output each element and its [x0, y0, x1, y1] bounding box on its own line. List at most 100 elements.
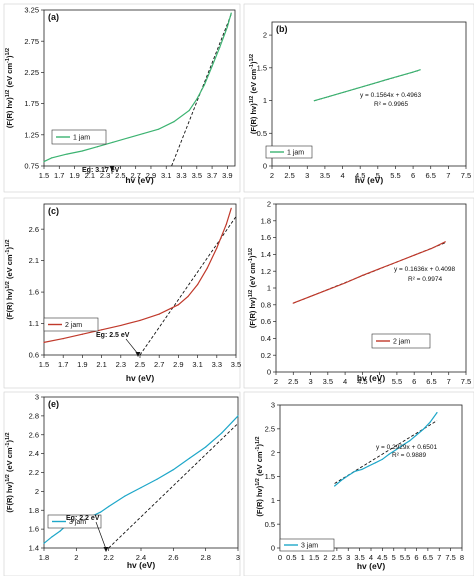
x-tick-label: 6 — [414, 553, 418, 562]
y-tick-label: 1.4 — [261, 250, 271, 259]
x-tick-label: 3.5 — [323, 377, 333, 386]
y-axis-label: (F(R) hv)1/2 (eV cm-1)1/2 — [255, 436, 264, 516]
x-tick-label: 3.5 — [320, 171, 330, 180]
y-tick-label: 1.2 — [261, 267, 271, 276]
data-point — [374, 462, 377, 464]
data-point — [429, 421, 431, 423]
x-tick-label: 5.5 — [400, 553, 410, 562]
chart-panel-6: 0 0.5 1 1.5 2 2.5 3 3.5 4 4.5 5 5.5 6 6.5 7 7.5 8 0 0.5 1 1.… — [243, 391, 474, 576]
data-point — [142, 132, 144, 135]
x-tick-label: 5 — [378, 377, 382, 386]
y-tick-label: 0 — [267, 368, 271, 377]
legend-box — [47, 514, 102, 529]
data-point — [341, 91, 344, 94]
x-tick-label: 2.5 — [332, 553, 342, 562]
legend-label: 1 jam — [73, 135, 90, 142]
x-tick-label: 1.5 — [309, 553, 319, 562]
data-point — [108, 505, 110, 508]
x-tick-label: 2 — [274, 377, 278, 386]
x-tick-label: 1.9 — [69, 171, 79, 180]
data-point — [340, 479, 343, 481]
data-point — [177, 304, 179, 306]
y-axis-label: (F(R) hv)1/2 (eV cm-1)1/2 — [249, 54, 258, 134]
data-point — [422, 428, 424, 430]
data-point — [112, 141, 114, 143]
data-point — [237, 415, 239, 417]
legend-box — [265, 145, 313, 159]
data-point — [196, 98, 198, 100]
data-point — [313, 100, 315, 102]
data-point — [415, 434, 418, 436]
chart-panel-4: 2 2.5 3 3.5 4 4.5 5 5.5 6 6.5 7 7.5 0 0.2 0.4 0.6 0.8 1 1.… — [243, 197, 474, 389]
y-tick-label: 2 — [267, 200, 271, 209]
bandgap-annotation: Eg: 2.5 eV — [96, 332, 130, 339]
data-point — [140, 487, 142, 489]
y-tick-label: 1.5 — [257, 63, 267, 72]
x-tick-label: 5.5 — [390, 171, 400, 180]
x-tick-label: 6.5 — [426, 377, 436, 386]
data-point — [139, 319, 141, 321]
data-point — [395, 449, 397, 451]
bandgap-annotation: Eg: 2.2 eV — [66, 515, 100, 522]
data-point — [444, 241, 446, 243]
x-tick-label: 4.5 — [377, 553, 387, 562]
y-tick-label: 0.75 — [24, 162, 39, 171]
data-point — [370, 83, 372, 85]
x-tick-label: 2.7 — [130, 171, 140, 180]
data-point — [430, 247, 433, 250]
legend-label: 2 jam — [65, 322, 82, 329]
x-axis-label: hv (eV) — [357, 373, 386, 383]
y-tick-label: 1 — [271, 496, 275, 505]
y-tick-label: 2.2 — [29, 468, 39, 477]
x-tick-label: 2.8 — [200, 553, 210, 562]
y-axis-label: (F(R) hv)1/2 (eV cm-1)1/2 — [5, 432, 14, 512]
y-tick-label: 2.5 — [265, 424, 275, 433]
data-point — [347, 474, 349, 477]
x-tick-label: 2.5 — [288, 377, 298, 386]
y-tick-label: 0 — [271, 544, 275, 553]
legend-label: 3 jam — [301, 543, 318, 550]
y-tick-label: 1.6 — [29, 525, 39, 534]
x-tick-label: 2.9 — [173, 360, 183, 369]
x-tick-label: 3 — [346, 553, 350, 562]
x-tick-label: 1.7 — [54, 171, 64, 180]
x-tick-label: 5 — [392, 553, 396, 562]
data-point — [99, 511, 102, 513]
annotation-arrowhead — [103, 547, 109, 552]
data-point — [230, 207, 232, 210]
x-tick-label: 2.5 — [115, 171, 125, 180]
y-tick-label: 1.1 — [29, 319, 39, 328]
x-tick-label: 1.5 — [39, 171, 49, 180]
data-point — [381, 458, 383, 460]
bandgap-annotation: Eg: 3.17 eV — [82, 167, 120, 174]
x-axis-label: hv (eV) — [357, 561, 386, 571]
x-tick-label: 2.2 — [103, 553, 113, 562]
x-tick-label: 8 — [460, 553, 464, 562]
x-tick-label: 0 — [278, 553, 282, 562]
y-tick-label: 2.1 — [29, 256, 39, 265]
data-point — [412, 71, 414, 73]
chart-panel-1: 1.5 1.7 1.9 2.1 2.3 2.5 2.7 2.9 3.1 3.3 3.5 3.7 3.9 0… — [3, 3, 241, 193]
x-tick-label: 3.1 — [161, 171, 171, 180]
x-tick-label: 2.3 — [116, 360, 126, 369]
x-tick-label: 7.5 — [461, 377, 471, 386]
legend-label: 2 jam — [393, 339, 410, 346]
annotation-arrowhead — [109, 166, 115, 171]
x-tick-label: 2.3 — [100, 171, 110, 180]
panel-label: (e) — [48, 399, 59, 409]
annotation-arrow — [95, 521, 107, 550]
fit-equation: y = 0.1636x + 0.4098 — [394, 266, 455, 273]
series-line — [43, 208, 232, 343]
x-tick-label: 4 — [369, 553, 373, 562]
data-point — [292, 302, 294, 304]
y-tick-label: 1.4 — [29, 544, 39, 553]
y-tick-label: 0.5 — [265, 520, 275, 529]
x-tick-label: 4 — [340, 171, 344, 180]
y-tick-label: 1 — [267, 284, 271, 293]
y-tick-label: 1.6 — [261, 233, 271, 242]
data-point — [398, 75, 400, 77]
x-tick-label: 1 — [301, 553, 305, 562]
x-tick-label: 3.7 — [207, 171, 217, 180]
x-axis-label: hv (eV) — [126, 373, 155, 383]
